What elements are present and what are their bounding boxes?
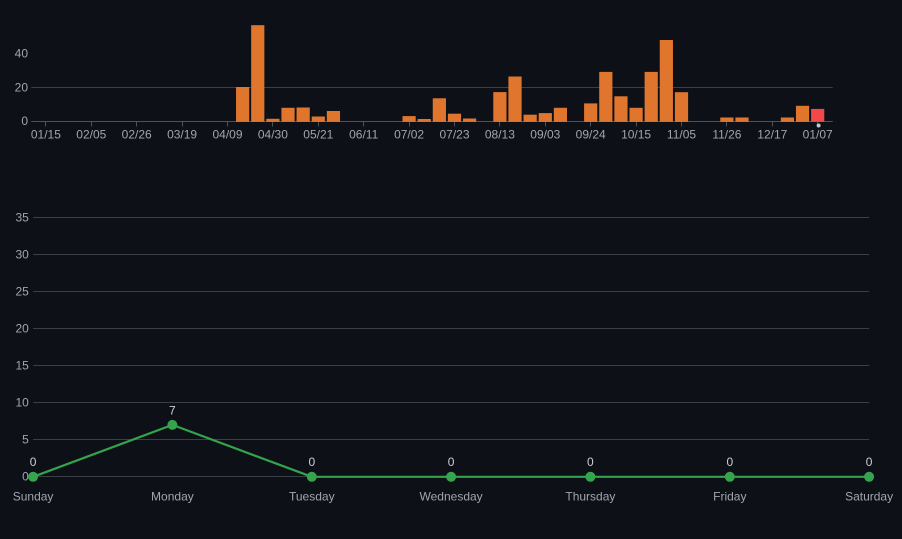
- svg-text:Friday: Friday: [713, 490, 746, 504]
- svg-text:0: 0: [21, 114, 28, 128]
- svg-text:01/07: 01/07: [803, 127, 833, 141]
- svg-text:03/19: 03/19: [167, 127, 197, 141]
- svg-text:0: 0: [448, 455, 455, 469]
- svg-text:12/17: 12/17: [757, 127, 787, 141]
- svg-text:Wednesday: Wednesday: [420, 490, 483, 504]
- svg-text:25: 25: [15, 285, 29, 299]
- svg-text:08/13: 08/13: [485, 127, 515, 141]
- svg-text:0: 0: [30, 455, 37, 469]
- svg-text:0: 0: [308, 455, 315, 469]
- svg-text:07/23: 07/23: [439, 127, 469, 141]
- svg-text:10: 10: [15, 396, 29, 410]
- svg-text:09/24: 09/24: [576, 127, 606, 141]
- svg-text:09/03: 09/03: [530, 127, 560, 141]
- svg-text:40: 40: [15, 46, 29, 60]
- svg-text:0: 0: [22, 470, 29, 484]
- svg-text:11/05: 11/05: [667, 127, 696, 141]
- svg-text:10/15: 10/15: [621, 127, 651, 141]
- svg-text:7: 7: [169, 403, 176, 417]
- svg-text:15: 15: [15, 359, 29, 373]
- svg-text:Tuesday: Tuesday: [289, 490, 335, 504]
- svg-text:02/26: 02/26: [122, 127, 152, 141]
- svg-text:01/15: 01/15: [31, 127, 61, 141]
- svg-text:20: 20: [15, 322, 29, 336]
- svg-text:05/21: 05/21: [303, 127, 333, 141]
- svg-text:04/30: 04/30: [258, 127, 288, 141]
- svg-text:06/11: 06/11: [349, 127, 378, 141]
- svg-text:Sunday: Sunday: [13, 490, 54, 504]
- svg-text:0: 0: [587, 455, 594, 469]
- svg-text:20: 20: [15, 81, 29, 95]
- svg-text:Saturday: Saturday: [845, 490, 893, 504]
- svg-text:0: 0: [726, 455, 733, 469]
- svg-text:30: 30: [15, 248, 29, 262]
- svg-text:0: 0: [866, 455, 873, 469]
- svg-text:07/02: 07/02: [394, 127, 424, 141]
- svg-text:5: 5: [22, 433, 29, 447]
- svg-text:Monday: Monday: [151, 490, 194, 504]
- svg-text:11/26: 11/26: [712, 127, 741, 141]
- svg-text:02/05: 02/05: [76, 127, 106, 141]
- svg-text:35: 35: [15, 211, 29, 225]
- svg-text:Thursday: Thursday: [565, 490, 615, 504]
- svg-text:04/09: 04/09: [212, 127, 242, 141]
